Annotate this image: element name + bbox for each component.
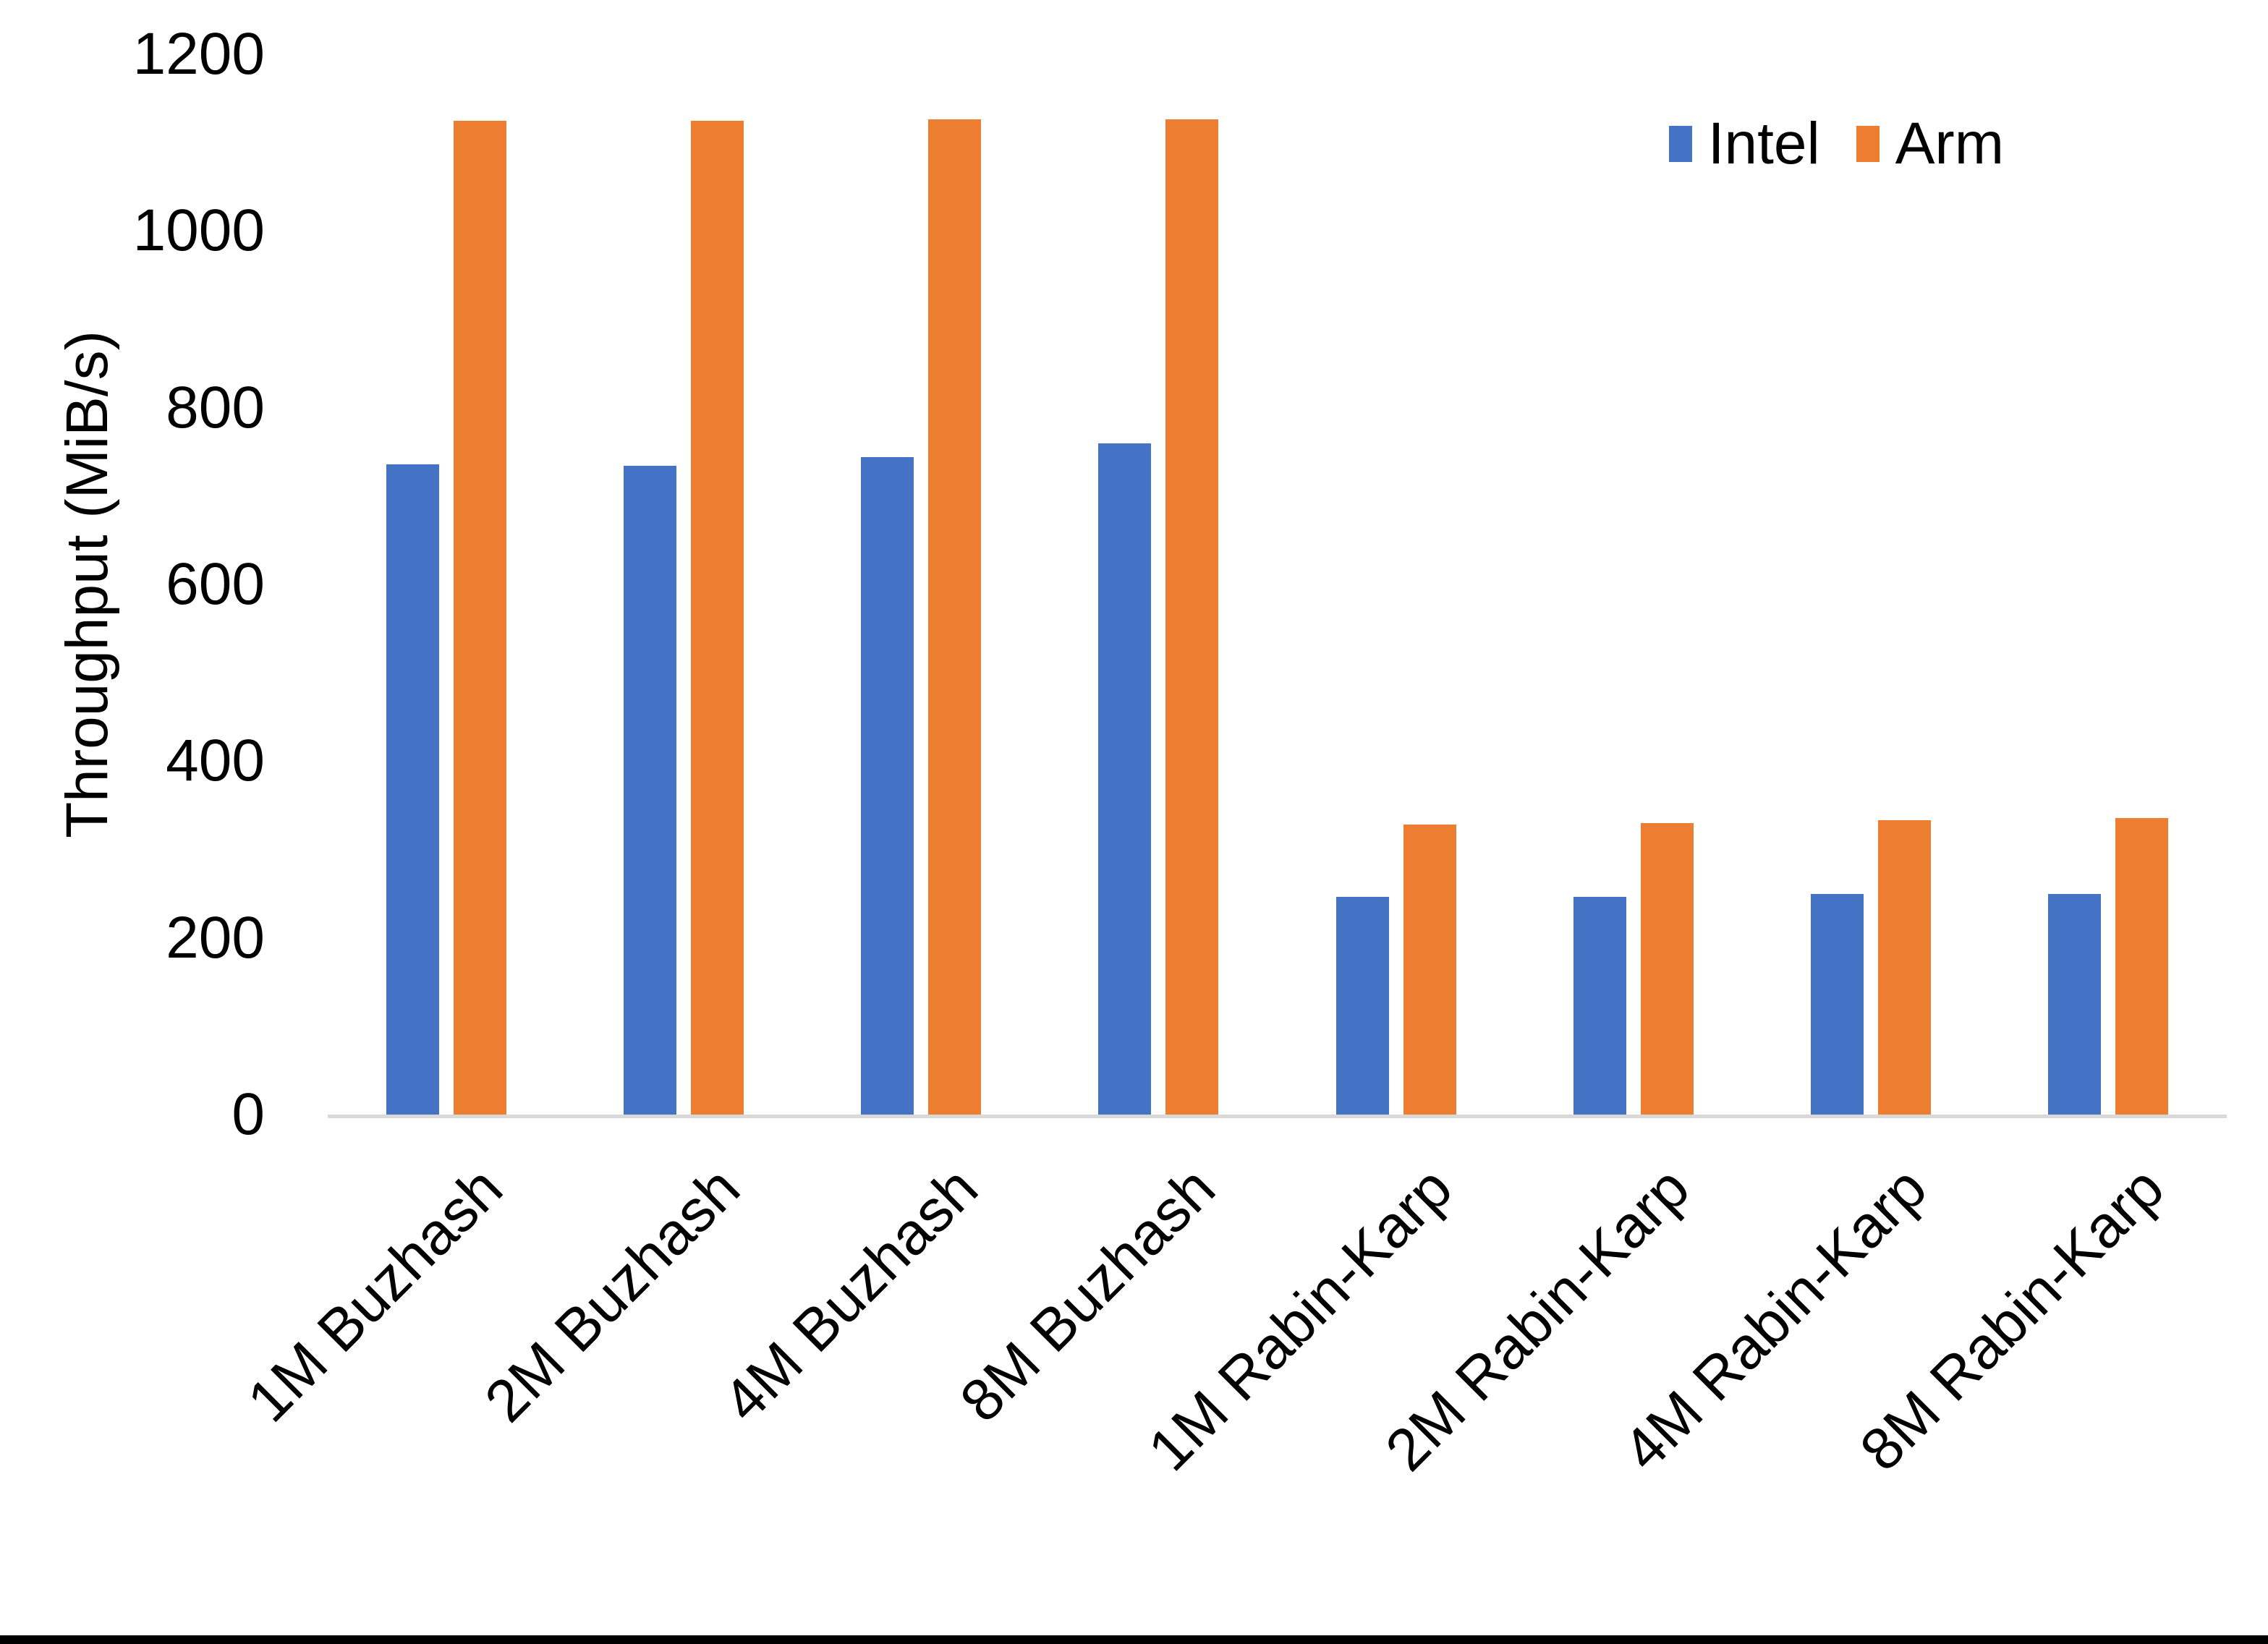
y-tick-label: 600: [166, 551, 265, 617]
plot-area: [328, 54, 2227, 1118]
x-tick-label: 2M Rabin-Karp: [1373, 1154, 1702, 1484]
window-bottom-edge: [0, 1635, 2268, 1644]
category-slot: [1278, 54, 1515, 1115]
x-tick-label: 8M Rabin-Karp: [1848, 1154, 2177, 1484]
x-tick-label: 1M Rabin-Karp: [1136, 1154, 1465, 1484]
bar-arm-4m-buzhash: [928, 119, 982, 1115]
category-slot: [1040, 54, 1277, 1115]
bar-intel-2m-buzhash: [624, 466, 677, 1115]
bar-intel-4m-rabin-karp: [1810, 893, 1864, 1115]
bar-intel-2m-rabin-karp: [1573, 897, 1626, 1115]
category-slot: [1752, 54, 1989, 1115]
category-slot: [1989, 54, 2227, 1115]
bar-intel-1m-rabin-karp: [1335, 897, 1389, 1115]
x-tick-label: 4M Buzhash: [710, 1154, 990, 1435]
category-slot: [802, 54, 1040, 1115]
category-slot: [565, 54, 802, 1115]
bar-arm-1m-rabin-karp: [1403, 825, 1456, 1115]
legend-item-arm: Arm: [1856, 114, 2004, 174]
y-tick-label: 400: [166, 728, 265, 794]
bar-intel-8m-buzhash: [1098, 443, 1152, 1115]
bars-container: [328, 54, 2227, 1115]
x-tick-label: 1M Buzhash: [235, 1154, 516, 1435]
y-tick-label: 200: [166, 904, 265, 971]
x-axis-labels: 1M Buzhash 2M Buzhash 4M Buzhash 8M Buzhash…: [235, 1118, 2227, 1639]
bar-arm-8m-buzhash: [1165, 119, 1219, 1115]
bar-intel-4m-buzhash: [861, 457, 914, 1115]
bar-intel-1m-buzhash: [386, 464, 440, 1115]
bar-arm-2m-rabin-karp: [1640, 822, 1694, 1115]
x-tick-label: 4M Rabin-Karp: [1610, 1154, 1940, 1484]
legend-label: Arm: [1895, 111, 2004, 176]
legend: Intel Arm: [1668, 111, 2004, 176]
x-tick-label: 8M Buzhash: [947, 1154, 1228, 1435]
bar-arm-1m-buzhash: [454, 120, 507, 1115]
y-tick-label: 800: [166, 374, 265, 440]
bar-arm-4m-rabin-karp: [1877, 820, 1931, 1115]
legend-label: Intel: [1707, 111, 1820, 176]
y-tick-label: 1000: [132, 197, 265, 264]
category-slot: [328, 54, 565, 1115]
category-slot: [1515, 54, 1752, 1115]
bar-arm-8m-rabin-karp: [2115, 817, 2168, 1115]
legend-swatch-icon: [1856, 126, 1880, 162]
y-tick-label: 1200: [132, 21, 265, 87]
y-axis-ticks: 0 200 400 600 800 1000 1200: [0, 25, 265, 1144]
x-tick-label: 2M Buzhash: [472, 1154, 753, 1435]
legend-item-intel: Intel: [1668, 111, 1820, 176]
y-tick-label: 0: [232, 1081, 265, 1147]
legend-swatch-icon: [1668, 126, 1692, 162]
bar-intel-8m-rabin-karp: [2047, 893, 2101, 1115]
bar-arm-2m-buzhash: [691, 120, 744, 1115]
